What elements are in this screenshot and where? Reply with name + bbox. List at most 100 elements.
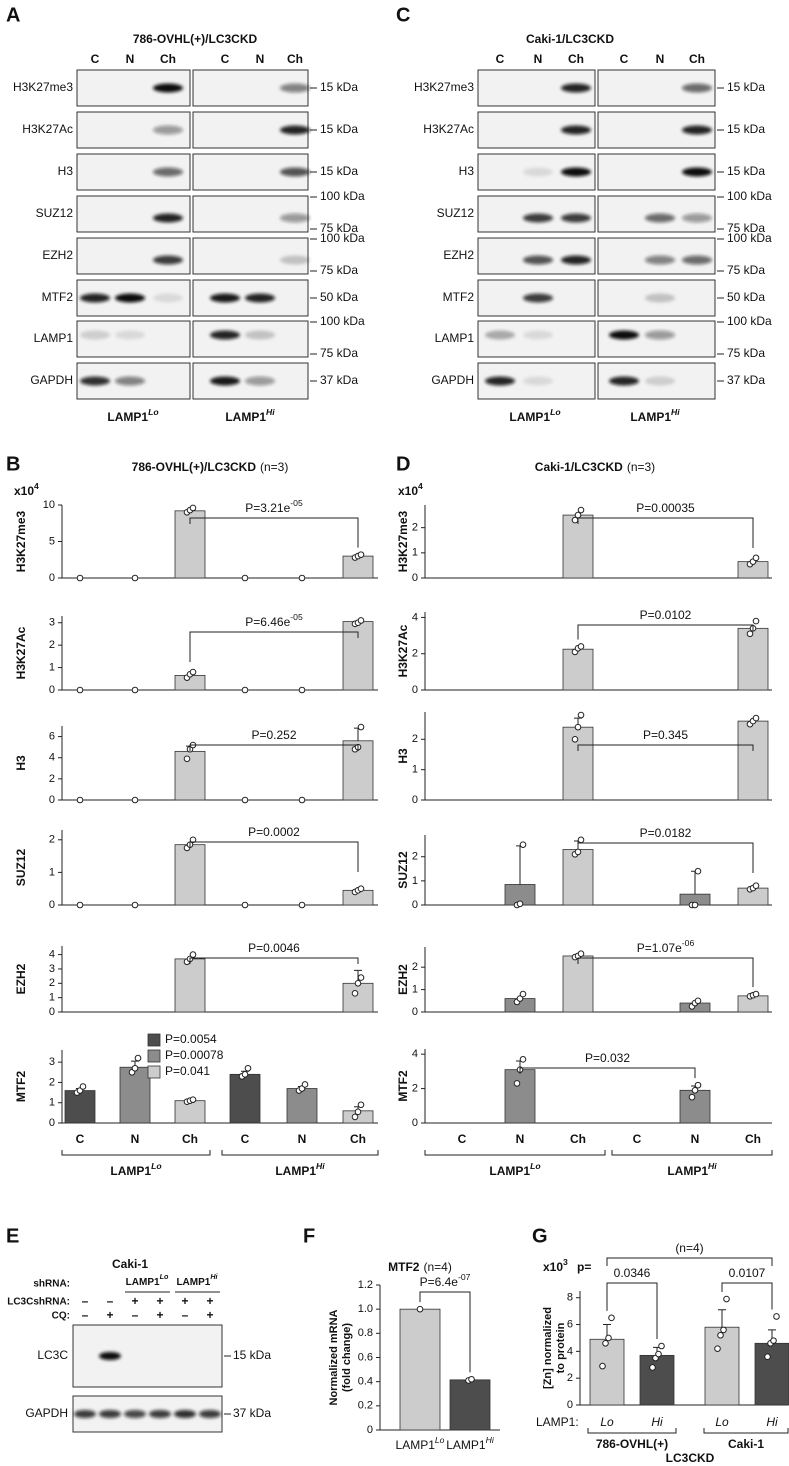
y-axis-label: H3K27me3: [14, 510, 28, 572]
lane-label: Ch: [568, 52, 584, 66]
y-tick-label: 2: [412, 961, 418, 973]
axis-multiplier: x104: [398, 481, 423, 498]
data-point: [752, 617, 760, 625]
data-point: [655, 1350, 662, 1358]
text-part: Lo: [530, 1161, 541, 1171]
lane-label: N: [656, 52, 665, 66]
legend-swatch: [147, 1065, 161, 1079]
band: [645, 376, 675, 386]
data-point: [298, 686, 306, 694]
text-part: -05: [290, 498, 303, 508]
y-tick-label: 3: [49, 617, 55, 629]
legend-label: P=0.041: [165, 1064, 210, 1078]
band: [115, 376, 145, 386]
shrna-group: LAMP1Hi: [176, 1272, 218, 1288]
data-point: [189, 836, 197, 844]
p-value: 0.0107: [729, 1266, 766, 1280]
bar: [174, 958, 206, 1013]
panel-label: D: [396, 453, 410, 475]
row-label: GAPDH: [25, 1406, 68, 1420]
marker-label: 15 kDa: [727, 122, 765, 136]
marker-label: 75 kDa: [320, 263, 358, 277]
error-bar: [691, 870, 699, 895]
row-label: MTF2: [443, 290, 475, 304]
data-point: [301, 1081, 309, 1088]
y-tick-label: 1: [49, 992, 55, 1004]
data-point: [76, 686, 84, 694]
data-point: [189, 1096, 197, 1103]
significance-bracket: [577, 744, 754, 751]
group-label: LAMP1Hi: [667, 1161, 717, 1178]
group-line: [611, 1150, 773, 1156]
y-tick-label: 1.2: [358, 1279, 373, 1291]
lc3c-shrna: +: [131, 1294, 138, 1308]
y-axis-label: MTF2: [14, 1071, 28, 1103]
significance-bracket: [519, 1067, 696, 1079]
bar: [174, 844, 206, 906]
p-value: P=6.4e-07: [420, 1272, 471, 1289]
y-tick-label: 4: [412, 611, 418, 623]
y-tick-label: 4: [412, 1048, 418, 1060]
data-point: [357, 1101, 365, 1109]
row-label: H3K27Ac: [423, 122, 474, 136]
marker-label: 75 kDa: [320, 346, 358, 360]
panel-label: F: [303, 1225, 315, 1247]
data-point: [605, 1334, 612, 1342]
data-point: [189, 504, 197, 512]
text-part: C: [458, 1132, 467, 1146]
legend-swatch: [147, 1033, 161, 1047]
y-tick-label: 0: [412, 1006, 418, 1018]
bar: [504, 1069, 536, 1124]
band: [174, 1410, 196, 1418]
data-point: [131, 796, 139, 804]
y-tick-label: 0.8: [358, 1327, 373, 1339]
data-point: [574, 723, 582, 731]
footer-label: LC3CKD: [666, 1451, 715, 1465]
band: [523, 293, 553, 303]
data-point: [241, 686, 249, 694]
band: [153, 255, 183, 265]
p-value: P=0.252: [251, 728, 296, 742]
y-tick-label: 2: [49, 773, 55, 785]
lane-label: Ch: [689, 52, 705, 66]
cq: –: [132, 1308, 139, 1322]
row-label: H3K27me3: [13, 80, 73, 94]
bar: [174, 1100, 206, 1124]
blot-title: Caki-1/LC3CKD: [526, 32, 614, 46]
text-part: LAMP1: [275, 1164, 316, 1178]
group-label: Caki-1: [728, 1437, 764, 1451]
text-part: -06: [682, 938, 695, 948]
band: [523, 213, 553, 223]
text-part: 4: [34, 481, 39, 491]
p-value: P=6.46e-05: [245, 612, 303, 629]
row-label: H3K27Ac: [22, 122, 73, 136]
row-label: LAMP1: [34, 331, 74, 345]
blot-frame: [72, 1324, 223, 1388]
marker-label: 75 kDa: [727, 346, 765, 360]
legend-swatch: [147, 1049, 161, 1063]
y-tick-label: 0.2: [358, 1400, 373, 1412]
band: [682, 213, 712, 223]
data-point: [241, 1071, 249, 1078]
bar: [639, 1354, 675, 1406]
text-part: x10: [398, 484, 418, 498]
x-tick-label: Ch: [350, 1132, 366, 1146]
significance-bracket: [189, 517, 359, 548]
data-point: [516, 900, 524, 908]
band: [523, 255, 553, 265]
text-part: C: [633, 1132, 642, 1146]
cq: +: [106, 1308, 113, 1322]
group-line: [61, 1150, 211, 1156]
cq: –: [82, 1308, 89, 1322]
group-line: [424, 1150, 606, 1156]
text-part: LAMP1: [446, 1438, 486, 1452]
bar: [449, 1379, 491, 1431]
data-point: [134, 1054, 142, 1062]
marker-label: 37 kDa: [320, 373, 358, 387]
y-tick-label: 1: [49, 866, 55, 878]
marker-label: 15 kDa: [233, 1348, 271, 1362]
band: [561, 213, 591, 223]
bar: [704, 1326, 740, 1406]
p-value: P=0.0102: [640, 608, 692, 622]
y-tick-label: 3: [49, 1056, 55, 1068]
